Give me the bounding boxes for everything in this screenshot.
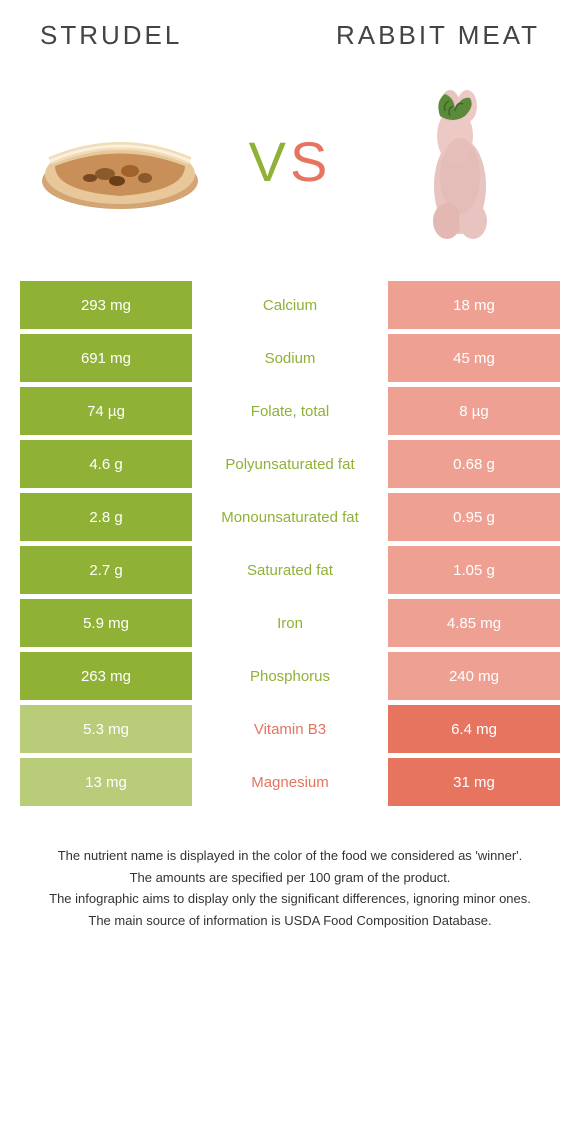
nutrient-name: Monounsaturated fat: [192, 493, 388, 541]
nutrient-name: Polyunsaturated fat: [192, 440, 388, 488]
footer-line: The main source of information is USDA F…: [30, 911, 550, 931]
strudel-image: [30, 81, 210, 241]
table-row: 263 mgPhosphorus240 mg: [20, 652, 560, 700]
table-row: 293 mgCalcium18 mg: [20, 281, 560, 329]
table-row: 74 µgFolate, total8 µg: [20, 387, 560, 435]
title-right: RABBIT MEAT: [336, 20, 540, 51]
vs-v: V: [249, 130, 290, 193]
table-row: 5.3 mgVitamin B36.4 mg: [20, 705, 560, 753]
footer-line: The amounts are specified per 100 gram o…: [30, 868, 550, 888]
right-value: 45 mg: [388, 334, 560, 382]
right-value: 6.4 mg: [388, 705, 560, 753]
images-row: VS: [20, 71, 560, 251]
right-value: 0.95 g: [388, 493, 560, 541]
nutrient-name: Folate, total: [192, 387, 388, 435]
left-value: 293 mg: [20, 281, 192, 329]
nutrient-name: Phosphorus: [192, 652, 388, 700]
comparison-table: 293 mgCalcium18 mg 691 mgSodium45 mg 74 µg…: [20, 281, 560, 806]
left-value: 2.7 g: [20, 546, 192, 594]
right-value: 1.05 g: [388, 546, 560, 594]
right-value: 4.85 mg: [388, 599, 560, 647]
left-value: 5.9 mg: [20, 599, 192, 647]
nutrient-name: Iron: [192, 599, 388, 647]
left-value: 691 mg: [20, 334, 192, 382]
title-left: STRUDEL: [40, 20, 182, 51]
table-row: 2.8 gMonounsaturated fat0.95 g: [20, 493, 560, 541]
left-value: 263 mg: [20, 652, 192, 700]
nutrient-name: Sodium: [192, 334, 388, 382]
table-row: 691 mgSodium45 mg: [20, 334, 560, 382]
header: STRUDEL RABBIT MEAT: [20, 20, 560, 51]
right-value: 18 mg: [388, 281, 560, 329]
vs-label: VS: [249, 129, 332, 194]
vs-s: S: [290, 130, 331, 193]
table-row: 2.7 gSaturated fat1.05 g: [20, 546, 560, 594]
right-value: 0.68 g: [388, 440, 560, 488]
table-row: 5.9 mgIron4.85 mg: [20, 599, 560, 647]
right-value: 8 µg: [388, 387, 560, 435]
footer-line: The infographic aims to display only the…: [30, 889, 550, 909]
nutrient-name: Vitamin B3: [192, 705, 388, 753]
right-value: 31 mg: [388, 758, 560, 806]
left-value: 13 mg: [20, 758, 192, 806]
left-value: 5.3 mg: [20, 705, 192, 753]
nutrient-name: Calcium: [192, 281, 388, 329]
right-value: 240 mg: [388, 652, 560, 700]
left-value: 2.8 g: [20, 493, 192, 541]
table-row: 13 mgMagnesium31 mg: [20, 758, 560, 806]
footer-line: The nutrient name is displayed in the co…: [30, 846, 550, 866]
nutrient-name: Magnesium: [192, 758, 388, 806]
left-value: 4.6 g: [20, 440, 192, 488]
nutrient-name: Saturated fat: [192, 546, 388, 594]
left-value: 74 µg: [20, 387, 192, 435]
rabbit-image: [370, 81, 550, 241]
table-row: 4.6 gPolyunsaturated fat0.68 g: [20, 440, 560, 488]
footer-notes: The nutrient name is displayed in the co…: [20, 846, 560, 930]
